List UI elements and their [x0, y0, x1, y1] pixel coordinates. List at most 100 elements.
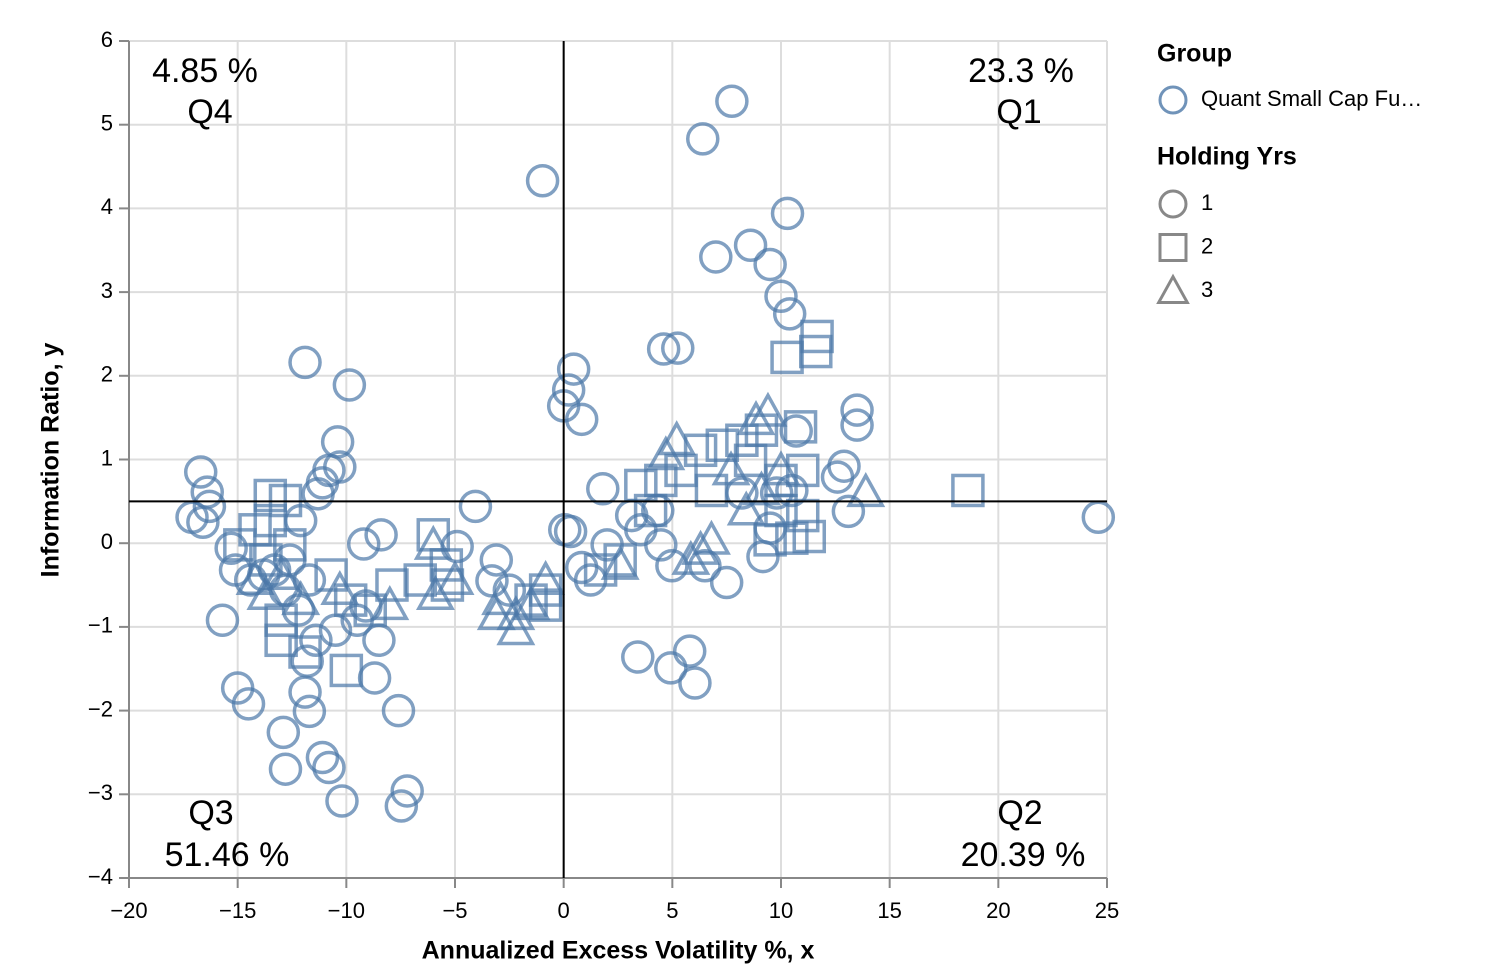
y-tick-label: −1 [88, 613, 113, 638]
point [711, 450, 751, 486]
x-tick-label: 15 [877, 898, 901, 923]
point [764, 493, 798, 528]
point [375, 568, 409, 602]
point [301, 477, 335, 511]
point [583, 553, 618, 587]
point [564, 550, 599, 585]
quadrant-share: 51.46 % [165, 836, 290, 874]
point [741, 470, 781, 506]
point [290, 644, 324, 678]
y-tick-label: 3 [101, 278, 113, 303]
point [772, 297, 807, 331]
point [214, 531, 248, 565]
point [364, 518, 398, 552]
point [205, 603, 240, 637]
point [479, 543, 514, 577]
point [511, 585, 551, 621]
x-tick-label: 5 [666, 898, 678, 923]
point [192, 489, 227, 524]
quadrant-share: 20.39 % [961, 836, 1086, 874]
point [416, 518, 451, 552]
point [715, 84, 749, 119]
point [273, 528, 307, 562]
x-tick-label: −5 [442, 898, 467, 923]
shape-legend-title: Holding Yrs [1157, 143, 1297, 171]
point [699, 240, 733, 274]
point [683, 433, 718, 468]
point [951, 473, 985, 508]
point [709, 565, 744, 600]
point [556, 352, 591, 386]
point [288, 675, 322, 709]
series-triangle [235, 391, 886, 646]
y-tick-label: 0 [101, 529, 113, 554]
point [770, 196, 805, 231]
point [525, 164, 560, 198]
point [186, 505, 220, 540]
x-tick-label: 20 [986, 898, 1010, 923]
point [551, 373, 586, 407]
point [235, 559, 275, 595]
point [840, 408, 874, 442]
x-tick-label: 10 [769, 898, 793, 923]
x-tick-label: −10 [328, 898, 365, 923]
y-tick-label: 6 [101, 27, 113, 52]
point [266, 715, 301, 750]
legend-symbol [1156, 273, 1190, 304]
y-tick-label: 5 [101, 111, 113, 136]
point [840, 393, 874, 427]
point [733, 228, 768, 262]
y-tick-label: 4 [101, 194, 113, 219]
point [553, 514, 588, 549]
legend-label: 1 [1201, 190, 1213, 215]
y-axis-title: Information Ratio, y [37, 343, 65, 578]
point [435, 559, 475, 595]
point [748, 391, 788, 427]
point [678, 666, 712, 700]
point [183, 455, 218, 489]
point [288, 345, 322, 380]
point [661, 331, 695, 365]
x-axis-title: Annualized Excess Volatility %, x [422, 937, 815, 965]
point [458, 489, 493, 524]
point [624, 513, 658, 547]
point [357, 661, 392, 695]
legend-label: 3 [1201, 277, 1213, 302]
point [633, 493, 668, 528]
point [292, 694, 327, 729]
point [664, 453, 698, 488]
point [264, 623, 298, 658]
point [694, 473, 729, 508]
quadrant-share: 4.85 % [152, 52, 258, 90]
point [785, 453, 820, 488]
legend-symbol [1158, 85, 1188, 115]
point [761, 450, 801, 486]
point [846, 472, 886, 508]
quadrant-label: Q2 [997, 794, 1042, 832]
quadrant-share: 23.3 % [968, 52, 1074, 90]
point [325, 784, 359, 818]
point [332, 368, 367, 402]
point [381, 693, 416, 728]
point [726, 490, 766, 526]
point [688, 549, 722, 583]
point [492, 573, 527, 607]
point [261, 554, 301, 590]
point [657, 420, 697, 456]
point [779, 414, 813, 448]
point [686, 122, 720, 156]
point [288, 635, 322, 669]
y-tick-label: −2 [88, 696, 113, 721]
point [268, 752, 303, 786]
point [783, 410, 818, 444]
point [231, 687, 266, 721]
point [646, 435, 686, 471]
point [329, 653, 364, 688]
point [672, 634, 707, 668]
point [413, 524, 453, 560]
point [827, 449, 861, 483]
x-tick-label: 25 [1095, 898, 1119, 923]
point [759, 476, 794, 510]
point [820, 460, 855, 494]
